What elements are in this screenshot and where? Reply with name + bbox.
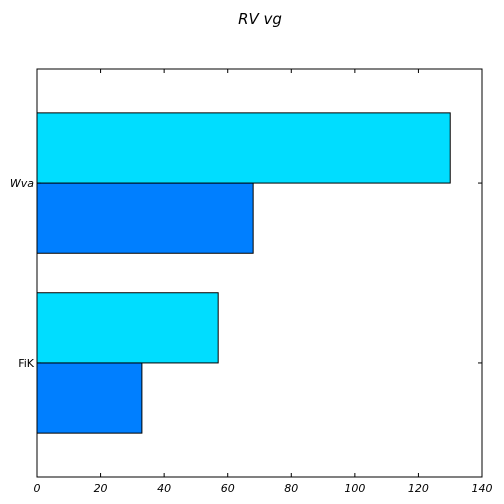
x-tick-label: 140 [472, 482, 493, 495]
bar-series-1-fik [36, 362, 143, 434]
x-tick-label: 0 [34, 482, 41, 495]
plot-frame [36, 68, 483, 478]
ticks-layer: FiK Wva 0 20 40 60 80 100 120 140 [10, 69, 493, 495]
bar-series-1-wva [36, 182, 254, 254]
x-tick-label: 100 [344, 482, 365, 495]
bar-series-2-wva [36, 112, 451, 184]
y-tick-label: FiK [18, 357, 35, 370]
x-tick-label: 80 [284, 482, 298, 495]
chart-title: RV vg [238, 10, 282, 28]
y-tick-label: Wva [10, 177, 34, 190]
bar-series-2-fik [36, 292, 219, 364]
x-tick-label: 120 [408, 482, 429, 495]
x-tick-label: 40 [157, 482, 171, 495]
bars-layer [36, 112, 451, 434]
x-tick-label: 20 [94, 482, 108, 495]
x-tick-label: 60 [221, 482, 235, 495]
axes-layer [36, 68, 483, 478]
